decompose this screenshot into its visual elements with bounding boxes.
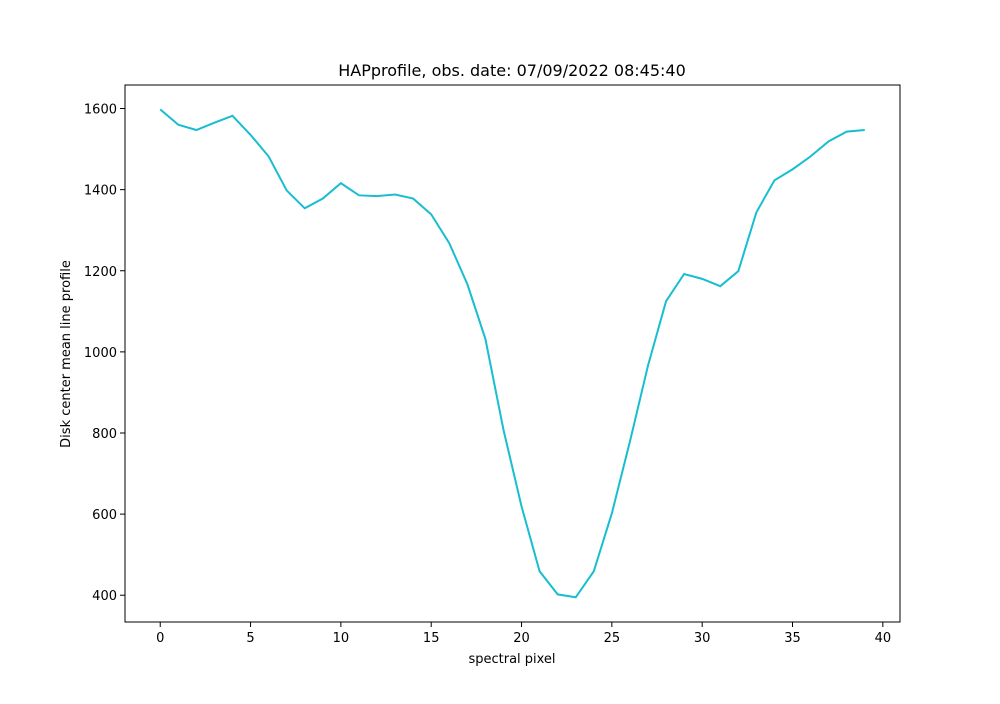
y-tick-label: 1400 <box>84 184 117 199</box>
y-tick-label: 1000 <box>84 346 117 361</box>
x-tick-label: 20 <box>513 631 530 646</box>
y-tick-label: 400 <box>92 589 117 604</box>
x-tick-label: 10 <box>333 631 350 646</box>
plot-frame <box>124 84 901 623</box>
y-tick-label: 600 <box>92 508 117 523</box>
x-tick-label: 25 <box>604 631 621 646</box>
x-tick-label: 40 <box>875 631 892 646</box>
x-tick-label: 30 <box>694 631 711 646</box>
y-tick-label: 1200 <box>84 265 117 280</box>
x-axis-label: spectral pixel <box>468 652 555 667</box>
x-tick-label: 0 <box>156 631 164 646</box>
x-tick-label: 5 <box>246 631 254 646</box>
y-axis-label: Disk center mean line profile <box>59 260 74 448</box>
x-tick-label: 15 <box>423 631 440 646</box>
y-tick-label: 1600 <box>84 103 117 118</box>
line <box>159 108 865 599</box>
y-tick-label: 800 <box>92 427 117 442</box>
x-tick-label: 35 <box>784 631 801 646</box>
chart-title: HAPprofile, obs. date: 07/09/2022 08:45:… <box>338 61 686 80</box>
